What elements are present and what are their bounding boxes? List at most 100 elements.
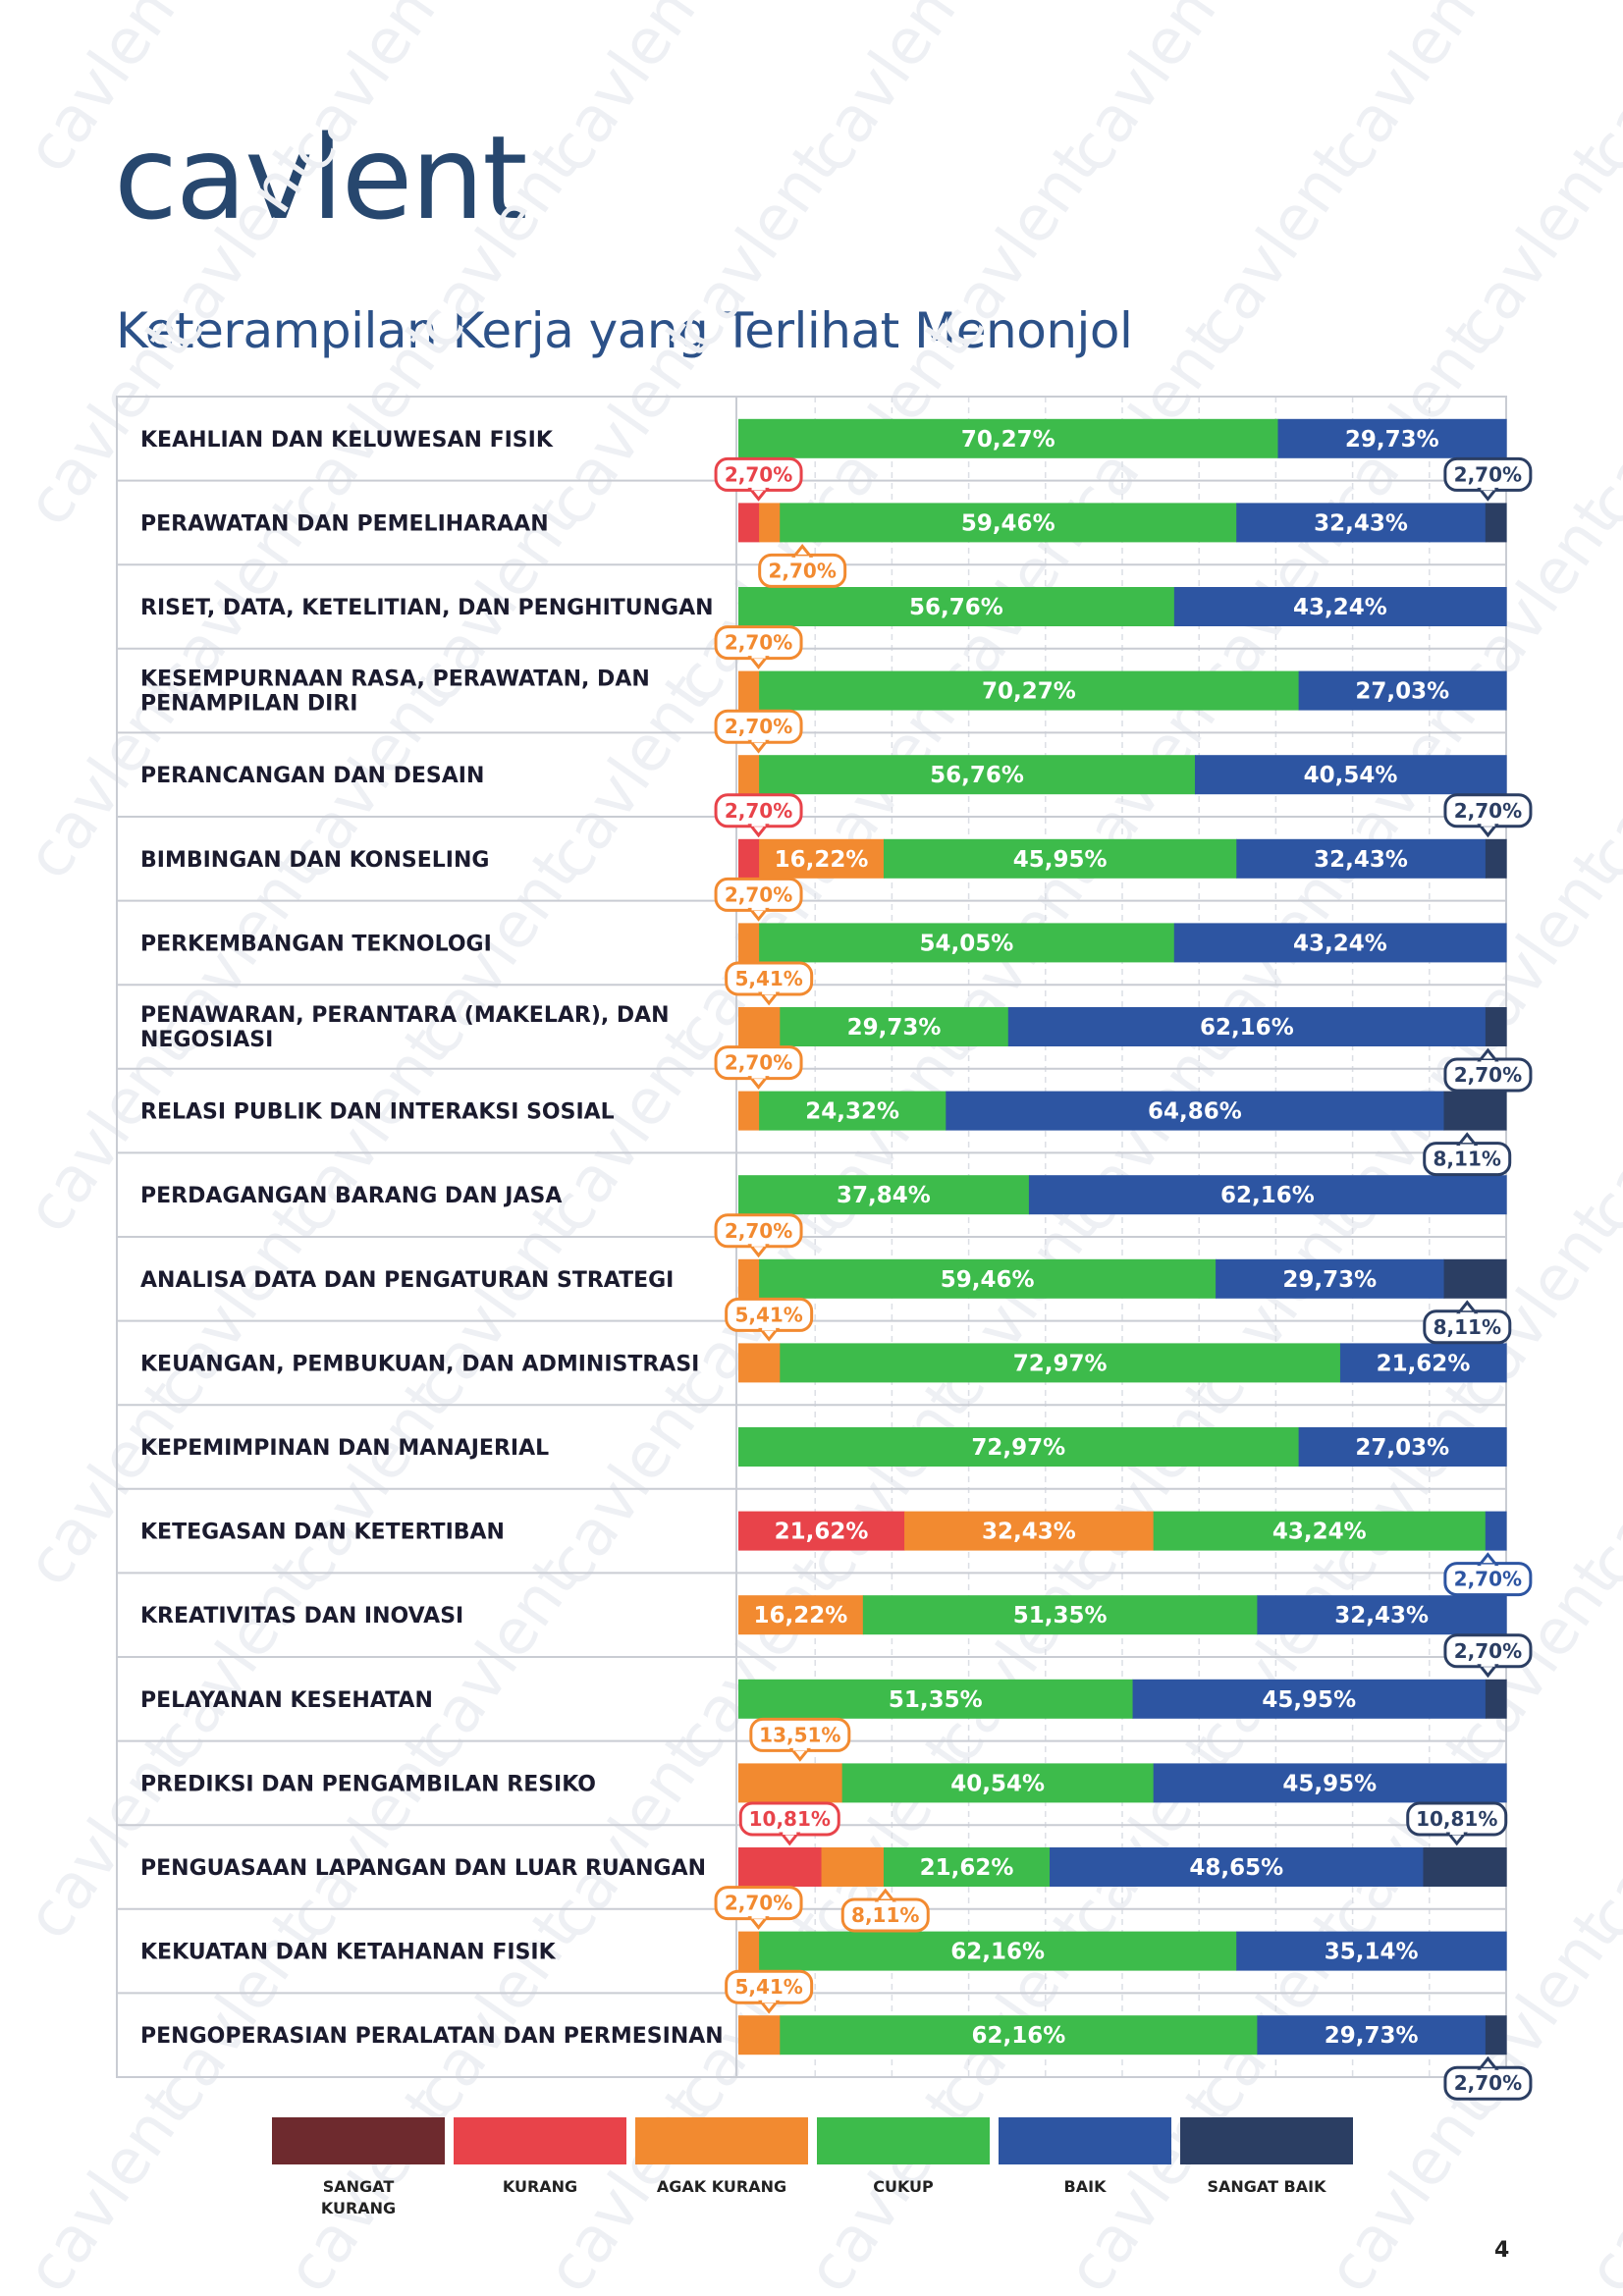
callout-agak-kurang: 2,70%: [714, 1213, 803, 1258]
segment-label: 24,32%: [805, 1099, 899, 1125]
chart-row: PENAWARAN, PERANTARA (MAKELAR), DAN NEGOS…: [140, 1003, 1507, 1052]
bar-segment-agak-kurang: [738, 1091, 760, 1131]
callout-agak-kurang-pointer-mask: [751, 906, 766, 911]
callout-sangat-baik: 2,70%: [1443, 1047, 1533, 1093]
callout-sangat-baik: 2,70%: [1443, 2056, 1533, 2101]
callout-sangat-baik-pointer-mask: [1481, 2068, 1495, 2073]
callout-sangat-baik-pointer: [1445, 1832, 1468, 1846]
callout-sangat-baik-text: 2,70%: [1454, 799, 1522, 823]
segment-label: 27,03%: [1355, 679, 1449, 705]
segment-label: 45,95%: [1282, 1771, 1377, 1796]
callout-agak-kurang: 2,70%: [714, 877, 803, 922]
segment-label: 40,54%: [1304, 763, 1398, 788]
legend-swatch: [454, 2117, 626, 2164]
callout-agak-kurang-text: 8,11%: [851, 1903, 919, 1927]
category-label-line: KESEMPURNAAN RASA, PERAWATAN, DAN: [140, 667, 650, 692]
bar-segment-baik: [1194, 755, 1507, 795]
bar-segment-cukup: [759, 670, 1300, 711]
legend-swatch: [635, 2117, 808, 2164]
callout-agak-kurang-text: 2,70%: [725, 1219, 792, 1243]
bar-segment-baik: [1339, 1343, 1507, 1383]
segment-label: 59,46%: [961, 510, 1055, 536]
bar-segment-cukup: [780, 2015, 1258, 2056]
bar-segment-sangat-baik: [1485, 2015, 1507, 2056]
legend-label: SANGAT BAIK: [1208, 2177, 1327, 2196]
callout-kurang-text: 2,70%: [725, 799, 792, 823]
callout-agak-kurang-pointer: [747, 1076, 770, 1091]
segment-label: 45,95%: [1013, 847, 1108, 873]
segment-label: 43,24%: [1293, 931, 1387, 956]
watermark-text: cavlent: [532, 1015, 724, 1246]
bar-segment-cukup: [1153, 1511, 1487, 1551]
segment-label: 72,97%: [971, 1435, 1065, 1461]
chart-row: KEPEMIMPINAN DAN MANAJERIAL 72,97% 27,03%: [140, 1427, 1507, 1467]
chart-row: KEUANGAN, PEMBUKUAN, DAN ADMINISTRASI 72,…: [140, 1343, 1507, 1383]
legend-item-kurang: KURANG: [454, 2117, 626, 2196]
callout-agak-kurang: 2,70%: [758, 543, 847, 588]
chart-row: PERKEMBANGAN TEKNOLOGI 54,05% 43,24%: [140, 923, 1507, 963]
segment-label: 64,86%: [1148, 1099, 1242, 1125]
category-label-line: PENAWARAN, PERANTARA (MAKELAR), DAN: [140, 1003, 670, 1028]
watermark-text: cavlent: [12, 0, 203, 186]
bar-segment-agak-kurang: [759, 503, 781, 543]
callout-sangat-baik-pointer-mask: [1481, 486, 1495, 491]
bar-segment-cukup: [780, 503, 1237, 543]
chart-row: PENGOPERASIAN PERALATAN DAN PERMESINAN 62…: [140, 2015, 1507, 2056]
watermark-text: cavlent: [12, 1722, 203, 1952]
watermark-text: cavlent: [272, 1368, 463, 1599]
bar-segment-cukup: [738, 1175, 1030, 1215]
page-number: 4: [1494, 2238, 1510, 2263]
category-label: KEKUATAN DAN KETAHANAN FISIK: [140, 1941, 557, 1965]
legend-swatch: [817, 2117, 990, 2164]
callout-agak-kurang-pointer-mask: [751, 1914, 766, 1919]
bar-segment-agak-kurang: [904, 1511, 1155, 1551]
watermark-text: cavlent: [272, 1722, 463, 1952]
callout-agak-kurang-text: 5,41%: [734, 967, 802, 990]
watermark-text: cavlent: [1053, 1722, 1244, 1952]
legend-label-line: KURANG: [321, 2199, 396, 2217]
category-label-line: PENAMPILAN DIRI: [140, 692, 357, 717]
category-label: PREDIKSI DAN PENGAMBILAN RESIKO: [140, 1772, 596, 1796]
callout-agak-kurang-pointer-mask: [792, 1746, 807, 1751]
callout-sangat-baik: 2,70%: [1443, 793, 1533, 838]
chart-row: KEAHLIAN DAN KELUWESAN FISIK 70,27% 29,73%: [140, 418, 1507, 458]
callout-agak-kurang-text: 2,70%: [725, 715, 792, 738]
legend-label: AGAK KURANG: [657, 2177, 786, 2196]
bar-segment-baik: [1028, 1175, 1507, 1215]
callout-kurang-text: 2,70%: [725, 462, 792, 486]
callout-sangat-baik-pointer-mask: [1481, 1662, 1495, 1667]
bar-segment-baik: [1277, 418, 1507, 458]
segment-label: 62,16%: [1200, 1015, 1294, 1041]
category-label: PERKEMBANGAN TEKNOLOGI: [140, 932, 492, 956]
segment-label: 45,95%: [1262, 1687, 1356, 1713]
callout-agak-kurang: 8,11%: [840, 1888, 930, 1933]
callout-sangat-baik-text: 8,11%: [1434, 1148, 1501, 1171]
segment-label: 62,16%: [950, 1940, 1045, 1965]
category-label: PENAWARAN, PERANTARA (MAKELAR), DAN NEGOS…: [140, 1003, 670, 1052]
bar-segment-baik: [946, 1091, 1445, 1131]
segment-label: 70,27%: [961, 427, 1055, 453]
segment-label: 70,27%: [982, 679, 1076, 705]
bar-segment-cukup: [738, 1427, 1300, 1467]
callout-agak-kurang-pointer-mask: [751, 654, 766, 659]
category-label: PERDAGANGAN BARANG DAN JASA: [140, 1184, 562, 1208]
callout-sangat-baik-text: 2,70%: [1454, 1063, 1522, 1087]
callout-kurang: 10,81%: [738, 1801, 840, 1846]
callout-sangat-baik-pointer-mask: [1460, 1311, 1475, 1316]
callout-agak-kurang: 2,70%: [714, 1886, 803, 1931]
page-title: Keterampilan Kerja yang Terlihat Menonjo…: [116, 302, 1133, 359]
segment-label: 21,62%: [920, 1855, 1014, 1881]
category-label: KEUANGAN, PEMBUKUAN, DAN ADMINISTRASI: [140, 1352, 699, 1376]
callout-agak-kurang: 5,41%: [725, 1969, 814, 2014]
legend-item-sangat-baik: SANGAT BAIK: [1180, 2117, 1353, 2196]
bar-segment-agak-kurang: [821, 1847, 885, 1887]
legend-swatch: [272, 2117, 445, 2164]
chart-row: PELAYANAN KESEHATAN 51,35% 45,95%: [140, 1679, 1507, 1719]
legend-item-baik: BAIK: [999, 2117, 1171, 2196]
bar-segment-baik: [1173, 587, 1507, 626]
legend-item-agak-kurang: AGAK KURANG: [635, 2117, 808, 2196]
callout-kurang: 2,70%: [714, 456, 803, 502]
segment-label: 29,73%: [847, 1015, 942, 1041]
callout-kurang-text: 10,81%: [749, 1807, 831, 1831]
